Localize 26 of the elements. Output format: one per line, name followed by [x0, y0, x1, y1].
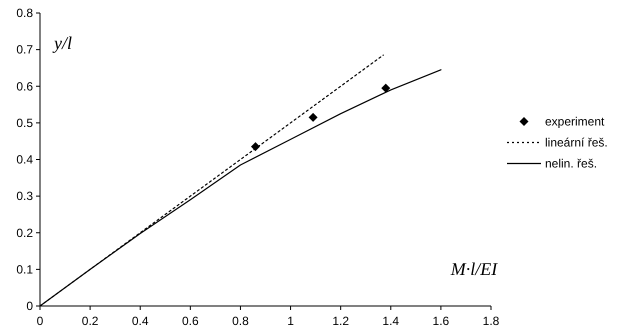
- y-tick-label: 0.2: [16, 226, 34, 240]
- y-tick-label: 0.1: [16, 262, 34, 276]
- x-tick-label: 1.2: [332, 314, 350, 328]
- y-tick-label: 0: [26, 299, 34, 313]
- legend-label: nelin. řeš.: [545, 156, 598, 170]
- x-tick-label: 1.8: [482, 314, 500, 328]
- y-axis-title: y/l: [52, 33, 72, 53]
- x-tick-label: 0: [36, 314, 44, 328]
- x-tick-label: 0.8: [232, 314, 250, 328]
- x-tick-label: 1.4: [382, 314, 400, 328]
- legend-label: experiment: [545, 114, 606, 128]
- y-tick-label: 0.8: [16, 6, 34, 20]
- x-axis-title: M·l/EI: [450, 259, 498, 279]
- point: [308, 112, 318, 122]
- x-tick-label: 0.4: [132, 314, 149, 328]
- y-tick-label: 0.3: [16, 189, 34, 204]
- x-tick-label: 0.2: [82, 314, 99, 328]
- x-tick-label: 0.6: [182, 314, 199, 328]
- y-tick-label: 0.4: [16, 152, 34, 166]
- y-tick-label: 0.7: [16, 42, 34, 57]
- x-tick-label: 1.6: [432, 314, 450, 328]
- x-tick-label: 1: [287, 314, 294, 328]
- y-tick-label: 0.5: [16, 116, 34, 130]
- point: [381, 84, 390, 93]
- y-tick-label: 0.6: [16, 79, 34, 94]
- legend-label: lineární řeš.: [545, 136, 608, 150]
